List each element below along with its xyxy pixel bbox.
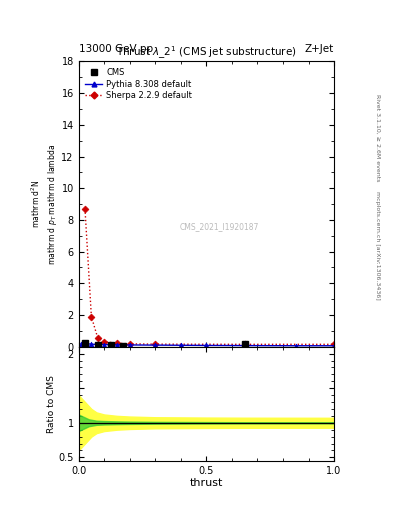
Legend: CMS, Pythia 8.308 default, Sherpa 2.2.9 default: CMS, Pythia 8.308 default, Sherpa 2.2.9 …: [83, 66, 195, 102]
Title: Thrust $\lambda\_2^1$ (CMS jet substructure): Thrust $\lambda\_2^1$ (CMS jet substruct…: [116, 45, 297, 61]
X-axis label: thrust: thrust: [190, 478, 223, 488]
Text: 13000 GeV pp: 13000 GeV pp: [79, 44, 153, 54]
Text: CMS_2021_I1920187: CMS_2021_I1920187: [180, 222, 259, 231]
Text: Rivet 3.1.10, ≥ 2.6M events: Rivet 3.1.10, ≥ 2.6M events: [375, 95, 380, 182]
Y-axis label: Ratio to CMS: Ratio to CMS: [47, 375, 55, 433]
Text: mcplots.cern.ch [arXiv:1306.3436]: mcplots.cern.ch [arXiv:1306.3436]: [375, 191, 380, 300]
Y-axis label: mathrm d$^2$N
mathrm d $p_T$ mathrm d lambda: mathrm d$^2$N mathrm d $p_T$ mathrm d la…: [29, 143, 59, 265]
Text: Z+Jet: Z+Jet: [305, 44, 334, 54]
